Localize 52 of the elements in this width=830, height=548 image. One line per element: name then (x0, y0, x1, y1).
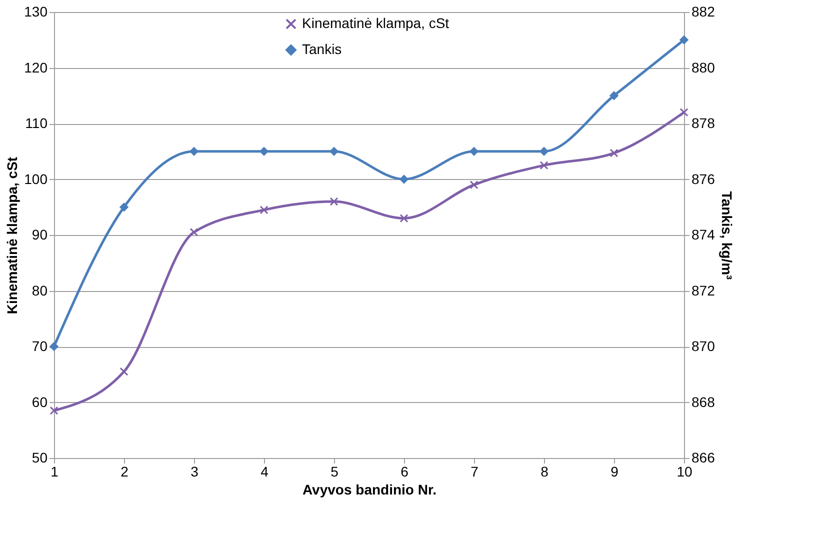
point (120, 367, 128, 376)
y-axis-title: Kinematinė klampa, cSt (4, 156, 20, 314)
y-tick-label: 80 (32, 282, 48, 298)
point (120, 202, 128, 212)
point (330, 147, 338, 156)
point (680, 108, 688, 117)
x-tick-label: 1 (50, 464, 59, 480)
x-tick-label: 7 (470, 464, 479, 480)
point (190, 228, 198, 236)
y2-tick-label: 882 (692, 4, 716, 20)
y-tick-label: 70 (32, 338, 48, 354)
y2-tick-label: 868 (692, 394, 716, 410)
y-tick-label: 50 (32, 450, 48, 466)
point (50, 406, 58, 415)
point (190, 147, 198, 156)
y2-tick-label: 866 (692, 450, 716, 466)
point (540, 147, 548, 156)
x-tick-label: 8 (540, 464, 549, 480)
y2-tick-label: 870 (692, 338, 716, 354)
point (330, 197, 338, 206)
y-tick-label: 100 (24, 170, 48, 187)
point (260, 147, 268, 156)
y2-tick-label: 880 (692, 59, 716, 76)
y2-axis-title: Tankis, kg/m³ (718, 191, 735, 280)
point (610, 91, 618, 100)
point (400, 214, 408, 223)
legend-label: Kinematinė klampa, cSt (302, 15, 450, 31)
x-tick-label: 5 (330, 464, 339, 480)
y2-tick-label: 874 (692, 226, 716, 242)
x-tick-label: 2 (120, 464, 129, 480)
x-axis-title: Avyvos bandinio Nr. (302, 482, 437, 498)
point (260, 206, 268, 214)
x-tick-label: 3 (190, 464, 199, 480)
x-tick-label: 4 (260, 464, 269, 480)
legend-label: Tankis (302, 41, 342, 57)
point (680, 36, 688, 44)
y-tick-label: 60 (32, 394, 48, 410)
point (400, 174, 408, 184)
y-tick-label: 110 (25, 115, 48, 131)
x-tick-label: 6 (400, 464, 409, 480)
x-tick-label: 9 (610, 464, 619, 480)
point (470, 180, 478, 190)
y2-tick-label: 876 (692, 170, 716, 187)
point (610, 148, 618, 158)
y-tick-label: 120 (24, 59, 48, 76)
point (540, 161, 548, 170)
y2-tick-label: 872 (692, 282, 716, 298)
y-tick-label: 90 (32, 226, 48, 242)
point (470, 147, 478, 156)
y-tick-label: 130 (24, 4, 48, 20)
y2-tick-label: 878 (692, 115, 716, 131)
x-tick-label: 10 (676, 464, 692, 480)
